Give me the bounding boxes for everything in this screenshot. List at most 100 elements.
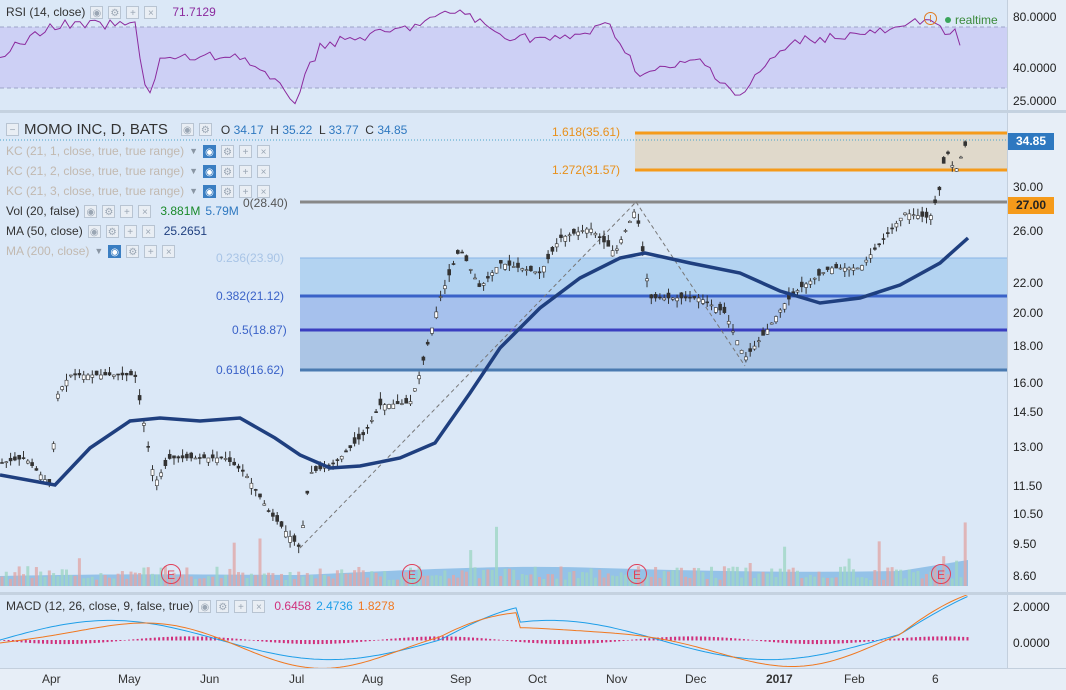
volume-bar: [86, 577, 90, 586]
candle-body: [782, 303, 787, 310]
macd-histogram-bar: [644, 638, 646, 641]
warning-icon[interactable]: !: [924, 12, 937, 25]
indicator-volume[interactable]: Vol (20, false) ◉ ⚙ + × 3.881M 5.79M: [6, 204, 239, 218]
macd-histogram-bar: [252, 640, 255, 641]
close-icon[interactable]: ×: [144, 5, 158, 19]
collapse-icon[interactable]: −: [6, 123, 19, 136]
candle-body: [344, 450, 348, 453]
eye-icon[interactable]: ◉: [90, 5, 104, 19]
settings-icon[interactable]: ⚙: [216, 599, 230, 613]
macd-histogram-bar: [360, 640, 363, 642]
volume-bar: [593, 577, 597, 586]
candle-body: [309, 472, 314, 474]
settings-icon[interactable]: ⚙: [221, 164, 235, 178]
volume-bar: [882, 579, 885, 586]
candle-body: [584, 228, 589, 234]
add-icon[interactable]: +: [126, 5, 140, 19]
macd-histogram-bar: [136, 638, 139, 641]
rsi-price-axis[interactable]: [1007, 0, 1066, 110]
eye-icon[interactable]: ◉: [203, 184, 217, 198]
volume-bar: [843, 566, 847, 586]
chevron-down-icon[interactable]: ▼: [189, 186, 199, 196]
earnings-marker[interactable]: E: [402, 564, 422, 584]
volume-bar: [710, 566, 713, 586]
volume-bar: [374, 572, 378, 586]
eye-icon[interactable]: ◉: [180, 123, 194, 136]
eye-icon[interactable]: ◉: [87, 224, 101, 238]
eye-icon[interactable]: ◉: [203, 144, 217, 158]
close-icon[interactable]: ×: [257, 144, 271, 158]
price-axis[interactable]: [1007, 113, 1066, 592]
add-icon[interactable]: +: [120, 204, 134, 218]
chevron-down-icon[interactable]: ▼: [94, 246, 104, 256]
add-icon[interactable]: +: [144, 244, 158, 258]
macd-legend[interactable]: MACD (12, 26, close, 9, false, true) ◉ ⚙…: [6, 599, 395, 613]
price-plot: [0, 131, 1007, 586]
candle-body: [670, 297, 675, 300]
volume-bar: [254, 575, 258, 586]
volume-bar: [151, 573, 154, 586]
candle-body: [619, 239, 624, 244]
eye-icon[interactable]: ◉: [203, 164, 217, 178]
macd-axis[interactable]: [1007, 595, 1066, 668]
macd-histogram-bar: [50, 640, 53, 644]
pane-separator[interactable]: [0, 592, 1066, 595]
close-icon[interactable]: ×: [141, 224, 155, 238]
main-legend[interactable]: − MOMO INC, D, BATS ◉ ⚙ O 34.17 H 35.22 …: [6, 121, 407, 138]
volume-bar: [60, 569, 64, 586]
indicator-ma200[interactable]: MA (200, close) ▼ ◉ ⚙ + ×: [6, 244, 176, 258]
eye-icon[interactable]: ◉: [84, 204, 98, 218]
volume-bar: [907, 569, 911, 586]
volume-bar: [675, 567, 679, 586]
earnings-marker[interactable]: E: [161, 564, 181, 584]
candle-body: [907, 213, 912, 220]
add-icon[interactable]: +: [239, 184, 253, 198]
macd-pane[interactable]: MACD (12, 26, close, 9, false, true) ◉ ⚙…: [0, 595, 1007, 668]
settings-icon[interactable]: ⚙: [221, 184, 235, 198]
volume-bar: [679, 567, 683, 586]
macd-histogram-bar: [192, 636, 195, 641]
candle-body: [769, 322, 774, 325]
price-pane[interactable]: − MOMO INC, D, BATS ◉ ⚙ O 34.17 H 35.22 …: [0, 113, 1007, 592]
settings-icon[interactable]: ⚙: [221, 144, 235, 158]
candle-body: [529, 265, 533, 272]
chevron-down-icon[interactable]: ▼: [189, 166, 199, 176]
close-icon[interactable]: ×: [257, 164, 271, 178]
volume-bar: [804, 577, 808, 586]
macd-histogram-bar: [566, 640, 569, 645]
time-axis[interactable]: [0, 668, 1066, 690]
rsi-pane[interactable]: RSI (14, close) ◉ ⚙ + × 71.7129 ! realti…: [0, 0, 1007, 110]
earnings-marker[interactable]: E: [627, 564, 647, 584]
settings-icon[interactable]: ⚙: [126, 244, 140, 258]
close-icon[interactable]: ×: [162, 244, 176, 258]
volume-bar: [791, 567, 795, 586]
candle-body: [185, 453, 189, 459]
close-icon[interactable]: ×: [257, 184, 271, 198]
add-icon[interactable]: +: [239, 164, 253, 178]
settings-icon[interactable]: ⚙: [198, 123, 212, 136]
settings-icon[interactable]: ⚙: [105, 224, 119, 238]
volume-bar: [9, 578, 13, 586]
eye-icon[interactable]: ◉: [108, 244, 122, 258]
candle-body: [296, 544, 301, 547]
macd-hist-value: 0.6458: [274, 599, 312, 613]
indicator-kc2[interactable]: KC (21, 2, close, true, true range) ▼ ◉ …: [6, 164, 271, 178]
settings-icon[interactable]: ⚙: [102, 204, 116, 218]
earnings-marker[interactable]: E: [931, 564, 951, 584]
indicator-kc3[interactable]: KC (21, 3, close, true, true range) ▼ ◉ …: [6, 184, 271, 198]
add-icon[interactable]: +: [123, 224, 137, 238]
macd-histogram-bar: [773, 640, 775, 643]
settings-icon[interactable]: ⚙: [108, 5, 122, 19]
volume-bar: [47, 570, 51, 586]
add-icon[interactable]: +: [234, 599, 248, 613]
pane-separator[interactable]: [0, 110, 1066, 113]
indicator-kc1[interactable]: KC (21, 1, close, true, true range) ▼ ◉ …: [6, 144, 271, 158]
volume-bar: [542, 579, 546, 586]
rsi-legend[interactable]: RSI (14, close) ◉ ⚙ + × 71.7129: [6, 5, 216, 19]
indicator-ma50[interactable]: MA (50, close) ◉ ⚙ + × 25.2651: [6, 224, 207, 238]
chevron-down-icon[interactable]: ▼: [189, 146, 199, 156]
eye-icon[interactable]: ◉: [198, 599, 212, 613]
close-icon[interactable]: ×: [138, 204, 152, 218]
close-icon[interactable]: ×: [252, 599, 266, 613]
add-icon[interactable]: +: [239, 144, 253, 158]
